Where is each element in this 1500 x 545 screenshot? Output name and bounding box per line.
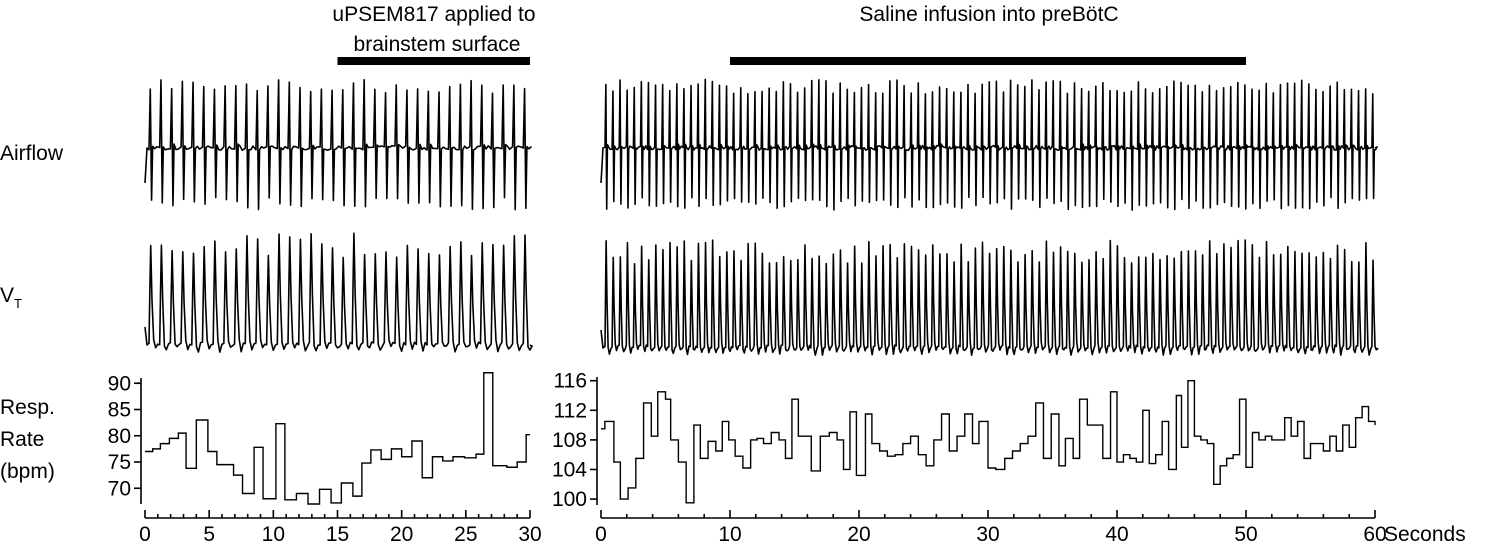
x-tick-label: 20 xyxy=(390,523,413,545)
rate-y-tick-label: 70 xyxy=(108,477,131,500)
airflow-label: Airflow xyxy=(0,142,64,165)
right-panel: 100 104 108 112 116 0 10 20 30 40 50 60 xyxy=(552,78,1387,545)
x-tick-label: 5 xyxy=(203,523,215,545)
x-tick-label: 0 xyxy=(139,523,151,545)
airflow-trace-right xyxy=(600,78,1378,211)
vt-label: VT xyxy=(0,284,22,311)
rate-y-tick-label: 104 xyxy=(552,458,587,481)
x-axis-left: 0 5 10 15 20 25 30 xyxy=(139,510,542,545)
rate-axes-left: 70 75 80 85 90 xyxy=(108,372,142,504)
rate-y-tick-label: 80 xyxy=(108,425,131,448)
vt-label-main: V xyxy=(0,284,14,307)
x-axis-right: 0 10 20 30 40 50 60 xyxy=(595,510,1387,545)
rate-label-line2: Rate xyxy=(0,428,44,451)
rate-y-tick-label: 112 xyxy=(554,399,587,422)
x-tick-label: 15 xyxy=(326,523,349,545)
x-tick-label: 50 xyxy=(1234,523,1257,545)
vt-trace-left xyxy=(144,232,533,353)
airflow-trace-left xyxy=(144,78,532,211)
x-tick-label: 30 xyxy=(976,523,999,545)
annotation-left-line2: brainstem surface xyxy=(354,33,521,56)
rate-series-right xyxy=(601,379,1376,504)
x-tick-label: 0 xyxy=(595,523,607,545)
annotation-right: Saline infusion into preBötC xyxy=(859,3,1118,26)
rate-label-line3: (bpm) xyxy=(0,460,55,483)
rate-y-tick-label: 108 xyxy=(552,429,587,452)
x-unit-label: Seconds xyxy=(1384,523,1466,545)
rate-y-tick-label: 75 xyxy=(108,451,131,474)
x-tick-label: 20 xyxy=(847,523,870,545)
x-tick-label: 60 xyxy=(1363,523,1386,545)
x-tick-label: 30 xyxy=(518,523,541,545)
rate-axes-right: 100 104 108 112 116 xyxy=(552,370,598,511)
annotation-left-line1: uPSEM817 applied to xyxy=(332,3,535,26)
x-tick-label: 10 xyxy=(262,523,285,545)
x-tick-label: 10 xyxy=(718,523,741,545)
rate-y-tick-label: 90 xyxy=(108,372,131,395)
vt-label-sub: T xyxy=(14,296,22,311)
rate-y-tick-label: 116 xyxy=(554,370,587,393)
x-tick-label: 40 xyxy=(1105,523,1128,545)
rate-y-tick-label: 100 xyxy=(552,488,587,511)
rate-y-tick-label: 85 xyxy=(108,399,131,422)
vt-trace-right xyxy=(600,239,1379,356)
x-tick-label: 25 xyxy=(454,523,477,545)
rate-label-line1: Resp. xyxy=(0,396,55,419)
left-panel: 70 75 80 85 90 0 5 10 15 20 25 30 xyxy=(108,78,542,545)
rate-series-left xyxy=(145,372,530,505)
